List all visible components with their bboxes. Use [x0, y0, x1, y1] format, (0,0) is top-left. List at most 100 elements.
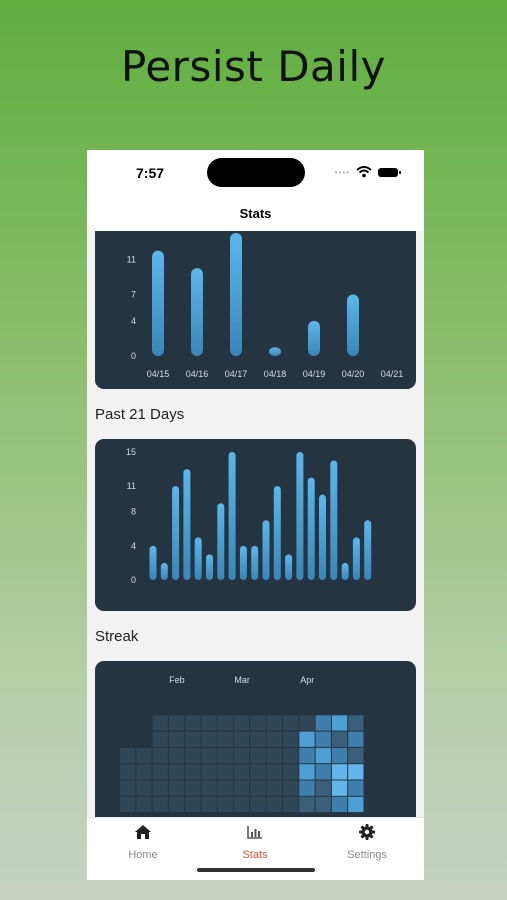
heatmap-cell: [250, 715, 266, 731]
bar: [160, 562, 168, 580]
bar: [206, 554, 213, 580]
month-label: Feb: [169, 675, 185, 685]
heatmap-cell: [120, 780, 136, 796]
bar: [347, 294, 359, 356]
x-tick-label: 04/21: [381, 369, 404, 379]
bar: [191, 268, 203, 356]
bar: [269, 347, 281, 356]
y-tick-label: 0: [131, 351, 136, 361]
heatmap-cell: [299, 764, 315, 780]
heatmap-cell: [234, 747, 250, 764]
heatmap-cell: [283, 731, 299, 747]
heatmap-cell: [120, 764, 136, 780]
heatmap-cell: [136, 764, 152, 780]
heatmap-cell: [283, 796, 299, 813]
x-tick-label: 04/18: [264, 369, 287, 379]
bar: [172, 486, 180, 580]
heatmap-cell: [250, 796, 266, 813]
weekly-chart-card: 0 4 7 11 04/15 04/16 04/17 04/18 04/19 04/20 04/21: [95, 231, 416, 389]
heatmap-cell: [120, 747, 136, 764]
heatmap-cell: [315, 764, 331, 780]
heatmap-cell: [299, 747, 315, 764]
tab-settings[interactable]: Settings: [311, 824, 423, 861]
battery-icon: [378, 167, 401, 177]
x-tick-label: 04/16: [186, 369, 209, 379]
heatmap-cell: [152, 731, 168, 747]
heatmap-cell: [250, 731, 266, 747]
bar: [330, 460, 338, 580]
hero-title: Persist Daily: [121, 42, 386, 91]
weekly-bar-chart: 0 4 7 11 04/15 04/16 04/17 04/18 04/19 04/20 04/21: [127, 233, 404, 379]
heatmap-cell: [315, 796, 331, 813]
heatmap-cell: [217, 715, 234, 731]
bar: [230, 233, 242, 356]
streak-card: Feb Mar Apr: [95, 661, 416, 831]
x-tick-label: 04/20: [342, 369, 365, 379]
heatmap-cell: [283, 764, 299, 780]
tab-home[interactable]: Home: [87, 824, 199, 861]
bar: [341, 562, 349, 580]
heatmap-cell: [217, 747, 234, 764]
heatmap-cell: [234, 780, 250, 796]
heatmap-cell: [266, 731, 282, 747]
heatmap-cell: [234, 731, 250, 747]
heatmap-cell: [234, 715, 250, 731]
heatmap-cell: [283, 780, 299, 796]
status-icons: ••••: [335, 166, 401, 178]
y-tick-label: 8: [131, 507, 136, 517]
heatmap-cell: [136, 796, 152, 813]
bar: [285, 554, 293, 580]
heatmap-cell: [201, 715, 217, 731]
bar: [307, 477, 315, 580]
status-bar: 7:57 ••••: [87, 150, 424, 200]
heatmap-cell: [331, 715, 348, 731]
heatmap-cell: [348, 715, 364, 731]
home-indicator: [197, 868, 315, 872]
x-tick-label: 04/19: [303, 369, 326, 379]
tab-settings-label: Settings: [347, 849, 387, 861]
y-tick-label: 11: [127, 481, 136, 491]
heatmap-cell: [250, 780, 266, 796]
heatmap-cell: [185, 731, 201, 747]
heatmap-cell: [152, 747, 168, 764]
heatmap-cell: [201, 764, 217, 780]
heatmap-cell: [152, 764, 168, 780]
heatmap-cell: [168, 796, 185, 813]
heatmap-cell: [234, 764, 250, 780]
bar: [228, 452, 236, 580]
y-tick-label: 0: [131, 575, 136, 585]
heatmap-cell: [348, 764, 364, 780]
heatmap-cell: [331, 780, 348, 796]
heatmap-cell: [168, 715, 185, 731]
heatmap-cell: [266, 796, 282, 813]
tab-stats[interactable]: Stats: [199, 824, 311, 861]
month-label: Apr: [300, 675, 314, 685]
past-21-days-card: 0 4 8 11 15: [95, 439, 416, 611]
bar: [364, 520, 372, 580]
heatmap-cell: [331, 764, 348, 780]
heatmap-cell: [266, 764, 282, 780]
heatmap-cell: [185, 764, 201, 780]
bar: [149, 545, 157, 580]
heatmap-cell: [299, 715, 315, 731]
heatmap-cell: [250, 764, 266, 780]
bar: [308, 320, 320, 356]
heatmap-cell: [152, 780, 168, 796]
heatmap-cell: [201, 731, 217, 747]
y-tick-label: 4: [131, 316, 136, 326]
bar: [352, 537, 360, 580]
bar: [273, 486, 281, 580]
streak-heatmap: Feb Mar Apr: [120, 675, 364, 813]
heatmap-cell: [299, 780, 315, 796]
y-tick-label: 4: [131, 541, 136, 551]
bar: [296, 452, 304, 580]
heatmap-cell: [266, 780, 282, 796]
heatmap-cell: [348, 731, 364, 747]
heatmap-cell: [152, 796, 168, 813]
heatmap-cell: [168, 780, 185, 796]
heatmap-cell: [250, 747, 266, 764]
heatmap-cell: [315, 715, 331, 731]
heatmap-cell: [136, 747, 152, 764]
heatmap-cell: [266, 747, 282, 764]
heatmap-cell: [348, 747, 364, 764]
